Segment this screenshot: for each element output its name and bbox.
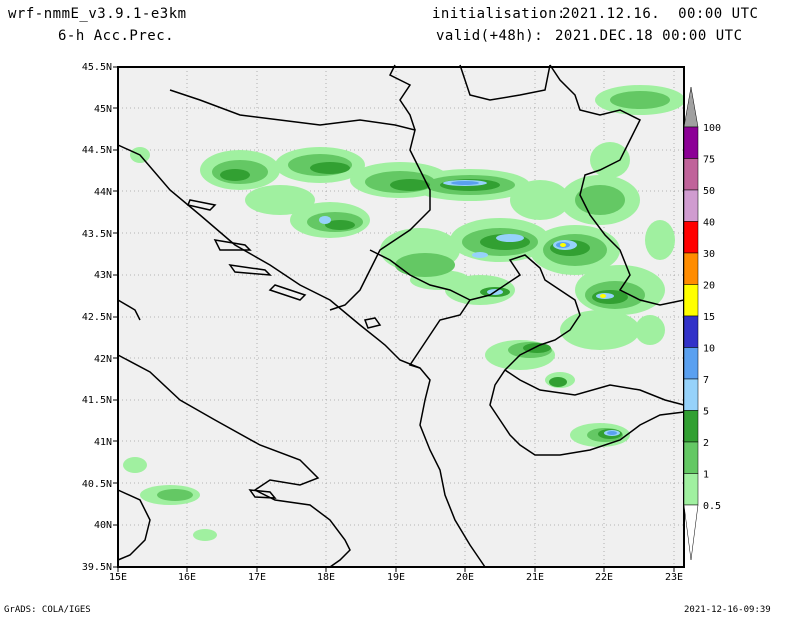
lat-label: 39.5N (82, 562, 112, 573)
model-title: wrf-nmmE_v3.9.1-e3km (8, 6, 187, 22)
legend-swatch (683, 158, 699, 191)
legend-swatch (683, 315, 699, 348)
latitude-labels: 45.5N 45N 44.5N 44N 43.5N 43N 42.5N 42N … (82, 62, 112, 573)
longitude-labels: 15E 16E 17E 18E 19E 20E 21E 22E 23E (109, 572, 683, 583)
lon-label: 22E (595, 572, 613, 583)
lat-label: 45N (94, 104, 112, 115)
legend-swatch (683, 126, 699, 159)
lat-label: 41N (94, 437, 112, 448)
legend-label: 1 (703, 470, 709, 481)
init-label: initialisation: (432, 6, 566, 22)
legend-swatch (683, 410, 699, 443)
legend-label: 10 (703, 344, 715, 355)
legend-label: 20 (703, 281, 715, 292)
legend-swatch (683, 221, 699, 254)
lon-label: 23E (665, 572, 683, 583)
footer-timestamp: 2021-12-16-09:39 (684, 605, 771, 615)
valid-value: 2021.DEC.18 00:00 UTC (555, 28, 743, 44)
legend-label: 100 (703, 123, 721, 134)
legend-label: 15 (703, 312, 715, 323)
lat-label: 44N (94, 187, 112, 198)
lat-label: 42.5N (82, 312, 112, 323)
init-value: 2021.12.16. 00:00 UTC (562, 6, 759, 22)
legend-swatch (683, 441, 699, 474)
legend-label: 75 (703, 155, 715, 166)
legend-label: 0.5 (703, 501, 721, 512)
legend-arrow-bottom (683, 504, 699, 561)
legend-swatch (683, 473, 699, 506)
lon-label: 16E (178, 572, 196, 583)
graticule (118, 67, 684, 567)
valid-label: valid(+48h): (436, 28, 544, 44)
legend-label: 5 (703, 407, 709, 418)
coastlines-borders (117, 64, 685, 568)
legend-label: 40 (703, 218, 715, 229)
lat-label: 43N (94, 270, 112, 281)
lat-label: 43.5N (82, 229, 112, 240)
footer-credit: GrADS: COLA/IGES (4, 605, 91, 615)
legend-swatch (683, 378, 699, 411)
lat-label: 40.5N (82, 479, 112, 490)
legend-arrow-top (683, 86, 699, 128)
legend-swatch (683, 252, 699, 285)
legend-swatch (683, 284, 699, 317)
legend-label: 7 (703, 375, 709, 386)
lat-label: 42N (94, 354, 112, 365)
lon-label: 20E (456, 572, 474, 583)
lat-label: 41.5N (82, 395, 112, 406)
lon-label: 18E (317, 572, 335, 583)
legend-label: 50 (703, 186, 715, 197)
legend-label: 2 (703, 438, 709, 449)
lon-label: 17E (248, 572, 266, 583)
legend-label: 30 (703, 249, 715, 260)
lat-label: 40N (94, 520, 112, 531)
field-title: 6-h Acc.Prec. (58, 28, 175, 44)
precip-patches (123, 85, 685, 541)
lon-label: 15E (109, 572, 127, 583)
tick-marks (113, 66, 675, 572)
lon-label: 19E (387, 572, 405, 583)
lon-label: 21E (526, 572, 544, 583)
lat-label: 44.5N (82, 145, 112, 156)
lat-label: 45.5N (82, 62, 112, 73)
legend-swatch (683, 189, 699, 222)
legend-swatch (683, 347, 699, 380)
